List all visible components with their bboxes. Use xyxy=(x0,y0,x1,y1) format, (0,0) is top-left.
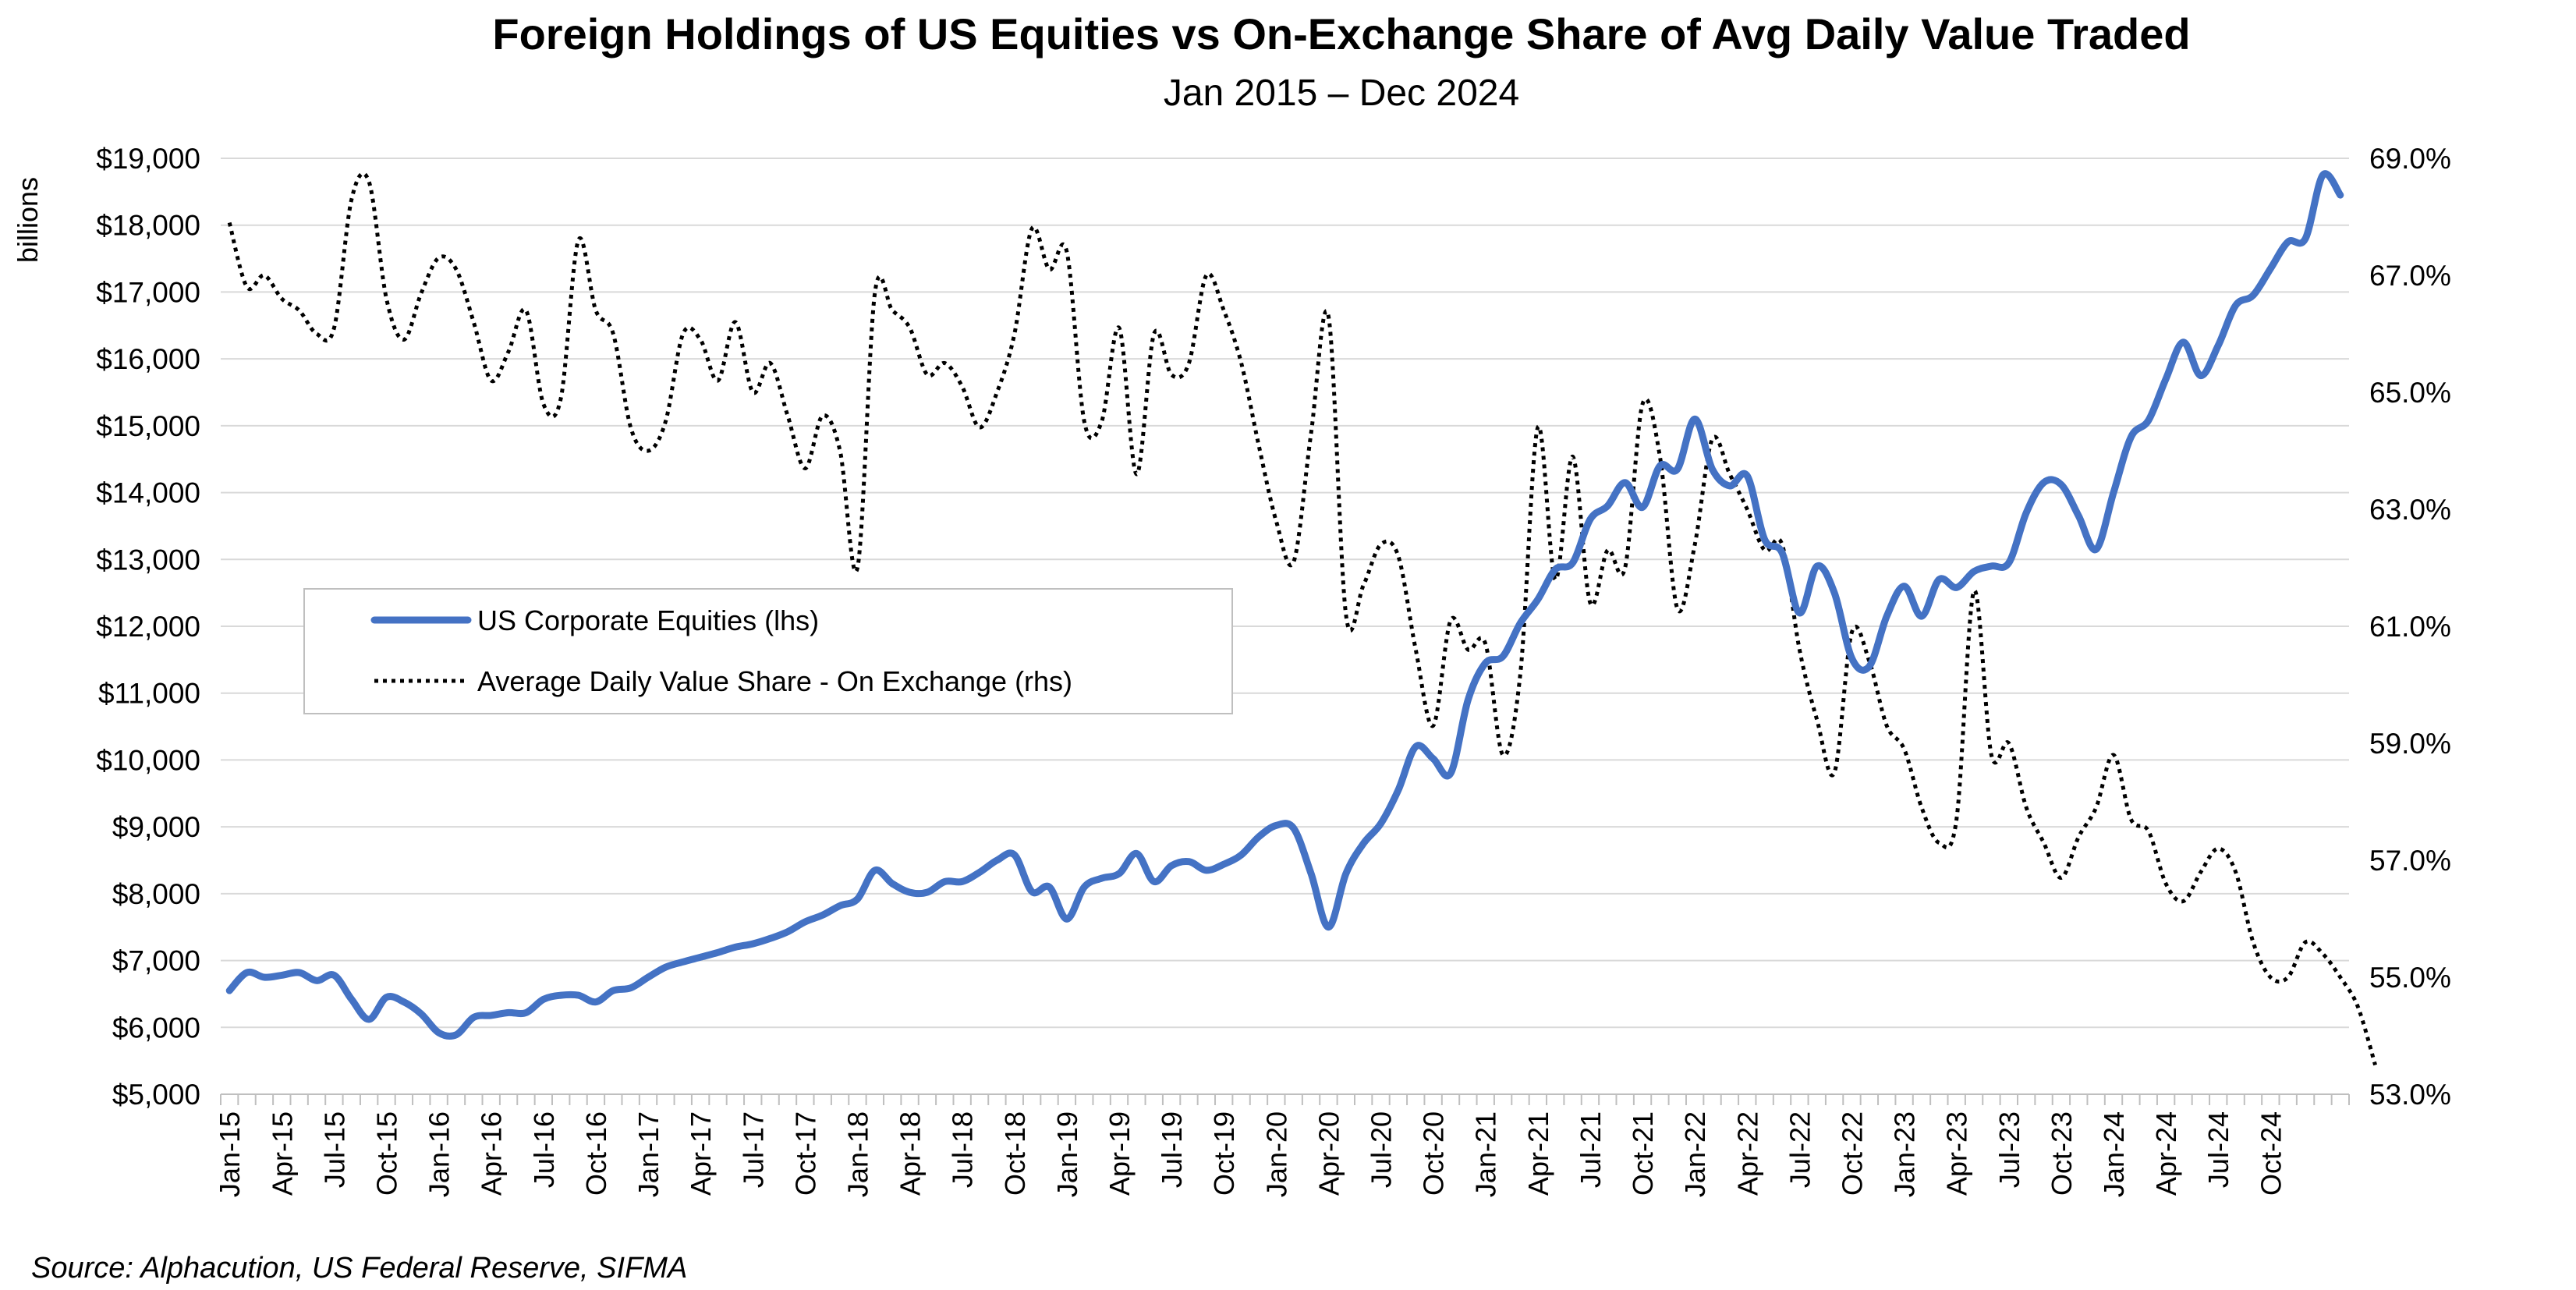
legend-box xyxy=(303,588,1233,714)
x-tick-label: Jan-17 xyxy=(632,1111,664,1197)
y-left-tick-label: $5,000 xyxy=(112,1079,200,1111)
legend-label-adv-share: Average Daily Value Share - On Exchange … xyxy=(477,665,1072,697)
series-line-adv-share-on-exchange xyxy=(227,171,2377,1066)
source-note: Source: Alphacution, US Federal Reserve,… xyxy=(31,1252,687,1285)
y-left-tick-label: $14,000 xyxy=(96,477,200,509)
y-axis-left-ticks: $5,000 $6,000 $7,000 $8,000 $9,000 $10,000 $11… xyxy=(96,143,200,1111)
x-tick-label: Jul-17 xyxy=(737,1111,769,1188)
y-left-tick-label: $9,000 xyxy=(112,811,200,843)
x-tick-label: Apr-17 xyxy=(685,1111,717,1196)
y-left-tick-label: $16,000 xyxy=(96,343,200,375)
series xyxy=(225,170,2377,1066)
x-tick-label: Apr-18 xyxy=(895,1111,927,1196)
x-tick-label: Jan-24 xyxy=(2098,1111,2130,1197)
y-right-tick-label: 65.0% xyxy=(2369,377,2451,409)
y-right-tick-label: 63.0% xyxy=(2369,494,2451,526)
x-tick-label: Oct-15 xyxy=(371,1111,403,1196)
x-tick-label: Oct-21 xyxy=(1627,1111,1659,1196)
y-right-tick-label: 57.0% xyxy=(2369,845,2451,877)
x-tick-label: Apr-21 xyxy=(1522,1111,1554,1196)
x-tick-label: Jan-21 xyxy=(1470,1111,1502,1197)
x-tick-label: Oct-22 xyxy=(1836,1111,1868,1196)
y-left-tick-label: $10,000 xyxy=(96,744,200,776)
y-right-tick-label: 59.0% xyxy=(2369,728,2451,760)
y-right-tick-label: 61.0% xyxy=(2369,611,2451,643)
x-tick-label: Oct-17 xyxy=(789,1111,821,1196)
y-left-tick-label: $17,000 xyxy=(96,276,200,308)
x-tick-label: Jul-19 xyxy=(1156,1111,1188,1188)
y-right-tick-label: 69.0% xyxy=(2369,143,2451,175)
x-tick-label: Jul-20 xyxy=(1366,1111,1398,1188)
x-tick-label: Oct-20 xyxy=(1418,1111,1450,1196)
x-tick-label: Jan-15 xyxy=(214,1111,246,1197)
x-tick-label: Apr-22 xyxy=(1731,1111,1763,1196)
x-tick-label: Apr-16 xyxy=(476,1111,508,1196)
x-tick-label: Jan-20 xyxy=(1260,1111,1292,1197)
legend: US Corporate Equities (lhs) Average Dail… xyxy=(303,588,1233,714)
chart-subtitle: Jan 2015 – Dec 2024 xyxy=(1164,73,1519,114)
x-tick-label: Apr-23 xyxy=(1941,1111,1973,1196)
x-tick-label: Oct-19 xyxy=(1208,1111,1240,1196)
y-left-tick-label: $19,000 xyxy=(96,143,200,175)
x-tick-label: Oct-18 xyxy=(999,1111,1031,1196)
y-left-tick-label: $7,000 xyxy=(112,945,200,977)
x-tick-label: Jul-21 xyxy=(1575,1111,1607,1188)
x-tick-label: Jan-23 xyxy=(1889,1111,1921,1197)
x-tick-label: Jul-16 xyxy=(528,1111,560,1188)
x-tick-label: Apr-20 xyxy=(1313,1111,1345,1196)
x-axis-ticks: Jan-15 Apr-15 Jul-15 Oct-15 Jan-16 Apr-16 Jul-… xyxy=(214,1094,2350,1197)
y-left-tick-label: $6,000 xyxy=(112,1012,200,1044)
x-tick-label: Jul-23 xyxy=(1993,1111,2025,1188)
x-tick-label: Apr-24 xyxy=(2150,1111,2182,1196)
y-right-tick-label: 67.0% xyxy=(2369,260,2451,292)
y-right-tick-label: 53.0% xyxy=(2369,1079,2451,1111)
y-left-tick-label: $13,000 xyxy=(96,544,200,576)
chart-title: Foreign Holdings of US Equities vs On-Ex… xyxy=(492,9,2190,58)
x-tick-label: Jan-22 xyxy=(1679,1111,1711,1197)
x-tick-label: Oct-24 xyxy=(2255,1111,2287,1196)
legend-label-equities: US Corporate Equities (lhs) xyxy=(477,604,819,636)
y-left-tick-label: $12,000 xyxy=(96,611,200,643)
x-tick-label: Jul-18 xyxy=(947,1111,979,1188)
x-tick-label: Oct-23 xyxy=(2046,1111,2078,1196)
x-tick-label: Apr-15 xyxy=(266,1111,298,1196)
series-line-us-corporate-equities xyxy=(225,170,2344,1040)
x-tick-label: Oct-16 xyxy=(580,1111,612,1196)
y-right-tick-label: 55.0% xyxy=(2369,962,2451,994)
y-axis-right-ticks: 53.0% 55.0% 57.0% 59.0% 61.0% 63.0% 65.0% 67.0%… xyxy=(2369,143,2451,1111)
x-tick-label: Jan-19 xyxy=(1051,1111,1083,1197)
x-tick-label: Jul-24 xyxy=(2202,1111,2234,1188)
x-tick-label: Jan-18 xyxy=(842,1111,873,1197)
x-tick-label: Jul-15 xyxy=(318,1111,350,1188)
y-left-tick-label: $11,000 xyxy=(98,678,200,710)
x-tick-label: Apr-19 xyxy=(1104,1111,1136,1196)
y-left-tick-label: $8,000 xyxy=(112,878,200,910)
x-tick-label: Jul-22 xyxy=(1784,1111,1816,1188)
y-left-tick-label: $15,000 xyxy=(96,410,200,442)
x-tick-label: Jan-16 xyxy=(423,1111,455,1197)
y-left-tick-label: $18,000 xyxy=(96,210,200,242)
y-axis-left-title: billions xyxy=(12,177,44,263)
